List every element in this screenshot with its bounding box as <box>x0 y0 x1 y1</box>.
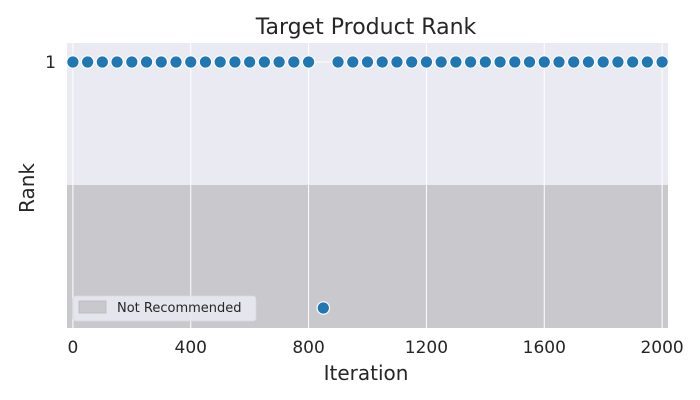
data-point <box>154 55 169 69</box>
data-point <box>640 55 655 69</box>
data-point <box>625 55 640 69</box>
legend-swatch <box>78 300 107 314</box>
data-point <box>463 55 478 69</box>
data-point <box>95 55 110 69</box>
x-tick-label: 1200 <box>405 338 448 358</box>
data-point <box>183 55 198 69</box>
data-point <box>287 55 301 69</box>
data-point <box>139 55 154 69</box>
legend-box <box>72 295 257 322</box>
data-point <box>66 55 80 69</box>
x-tick-label: 800 <box>292 338 324 358</box>
data-point <box>213 55 227 69</box>
data-point <box>169 55 183 69</box>
data-point <box>257 55 272 69</box>
x-tick-label: 1600 <box>523 338 566 358</box>
data-point <box>552 55 566 69</box>
data-point <box>537 55 552 69</box>
legend: Not Recommended <box>72 295 257 322</box>
data-point <box>301 55 316 69</box>
data-point <box>316 301 331 315</box>
data-point <box>360 55 375 69</box>
data-point <box>198 55 213 69</box>
y-tick-labels: 1 <box>45 53 56 73</box>
chart-title: Target Product Rank <box>255 15 477 40</box>
data-point <box>110 55 124 69</box>
x-tick-label: 0 <box>67 338 78 358</box>
x-axis-label: Iteration <box>324 361 409 385</box>
x-tick-labels: 0 400 800 1200 1600 2000 <box>67 338 683 358</box>
data-point <box>272 55 286 69</box>
data-point <box>125 55 139 69</box>
data-point <box>345 55 360 69</box>
data-points <box>66 55 669 315</box>
data-point <box>508 55 522 69</box>
x-tick-label: 400 <box>175 338 207 358</box>
data-point <box>419 55 434 69</box>
data-point <box>596 55 610 69</box>
data-point <box>566 55 581 69</box>
data-point <box>80 55 95 69</box>
data-point <box>404 55 419 69</box>
data-point <box>449 55 463 69</box>
data-point <box>228 55 242 69</box>
data-point <box>242 55 257 69</box>
data-point <box>390 55 404 69</box>
data-point <box>493 55 507 69</box>
data-point <box>434 55 448 69</box>
y-axis-label: Rank <box>15 163 39 213</box>
data-point <box>655 55 669 69</box>
y-tick-label: 1 <box>45 53 56 73</box>
data-point <box>375 55 390 69</box>
data-point <box>331 55 345 69</box>
data-point <box>478 55 493 69</box>
data-point <box>522 55 537 69</box>
x-tick-label: 2000 <box>640 338 683 358</box>
legend-label: Not Recommended <box>117 301 242 316</box>
data-point <box>581 55 596 69</box>
data-point <box>611 55 625 69</box>
